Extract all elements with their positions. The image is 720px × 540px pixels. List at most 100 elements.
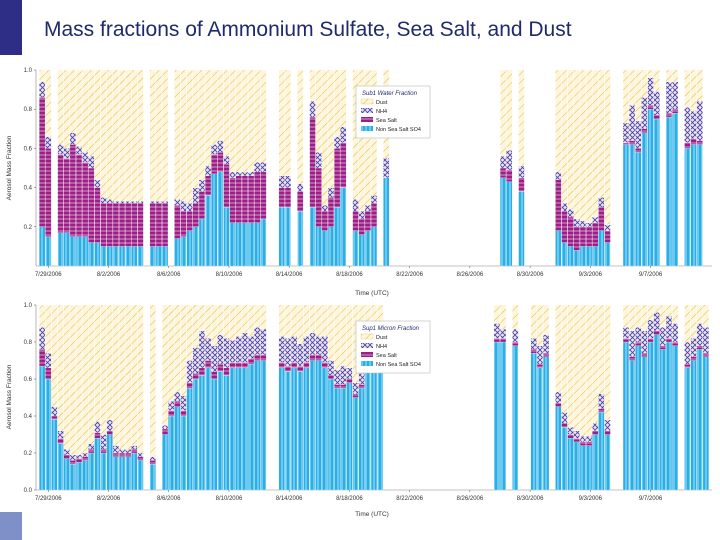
- bar-nh4: [567, 209, 574, 218]
- bar-nh4: [586, 222, 593, 227]
- bar-sea-salt: [118, 203, 126, 247]
- bar-nh4: [94, 179, 101, 188]
- bar-nss: [39, 365, 46, 491]
- bar-sea-salt: [131, 203, 138, 247]
- bar-dust: [530, 304, 537, 339]
- bar-nh4: [248, 336, 255, 359]
- y-tick-label: 0.6: [24, 377, 33, 383]
- bar-sea-salt: [186, 382, 193, 389]
- bar-sea-salt: [198, 367, 205, 376]
- bar-sea-salt: [647, 105, 654, 110]
- bar-nss: [297, 210, 304, 267]
- bar-nss: [370, 226, 378, 267]
- bar-dust: [51, 304, 58, 407]
- bar-dust: [229, 69, 236, 173]
- bar-nss: [598, 412, 605, 491]
- bar-nss: [690, 144, 697, 267]
- bar-dust: [211, 69, 218, 145]
- bar-dust: [690, 304, 697, 339]
- bar-dust: [235, 69, 242, 173]
- bar-dust: [45, 304, 52, 354]
- bar-nh4: [106, 419, 113, 431]
- bar-nss: [684, 367, 691, 491]
- bar-nss: [45, 378, 52, 491]
- bar-nss: [493, 341, 500, 491]
- bar-sea-salt: [291, 362, 298, 369]
- y-tick-label: 0.0: [24, 488, 33, 494]
- bar-nss: [254, 360, 261, 491]
- bar-nh4: [659, 327, 666, 346]
- bar-nh4: [334, 136, 341, 149]
- bar-nss: [131, 452, 138, 491]
- bar-sea-salt: [211, 154, 218, 175]
- bar-nh4: [321, 336, 328, 363]
- bar-sea-salt: [684, 364, 691, 369]
- bar-sea-salt: [641, 128, 648, 133]
- bar-nss: [696, 144, 703, 267]
- bar-nss: [82, 460, 89, 491]
- y-tick-label: 0.8: [24, 340, 33, 346]
- bar-dust: [235, 304, 242, 337]
- bar-dust: [579, 69, 586, 222]
- bar-nss: [241, 367, 248, 491]
- legend-title: Sup1 Micron Fraction: [362, 326, 420, 332]
- bar-dust: [112, 69, 119, 202]
- bar-nh4: [530, 338, 537, 350]
- bar-nh4: [149, 456, 156, 461]
- bar-nss: [186, 230, 193, 267]
- bar-sea-salt: [82, 456, 89, 461]
- bar-nss: [39, 226, 46, 267]
- bar-dust: [358, 69, 365, 212]
- bar-nh4: [57, 144, 64, 155]
- bar-nss: [684, 148, 691, 267]
- bar-nh4: [205, 338, 212, 361]
- bar-nss: [248, 222, 255, 267]
- bar-sea-salt: [205, 175, 212, 196]
- bar-dust: [149, 69, 156, 202]
- bar-nss: [137, 246, 144, 267]
- legend: Sub1 Water Fraction Dust NH4 Sea Salt No…: [355, 85, 431, 139]
- bar-nss: [358, 234, 365, 267]
- bar-nh4: [284, 338, 292, 367]
- bar-dust: [284, 304, 292, 339]
- bar-nss: [641, 132, 648, 267]
- bar-sea-salt: [94, 432, 101, 439]
- x-tick-label: 8/26/2006: [457, 496, 484, 502]
- bar-nh4: [180, 395, 187, 411]
- bar-sea-salt: [180, 410, 187, 417]
- bar-dust: [211, 304, 218, 346]
- bar-dust: [629, 69, 636, 106]
- bar-sea-salt: [659, 345, 666, 350]
- bar-nh4: [45, 136, 52, 149]
- bar-dust: [327, 69, 335, 188]
- bar-sea-salt: [112, 452, 119, 457]
- bar-nh4: [63, 449, 70, 455]
- bar-nss: [647, 109, 654, 267]
- bar-nh4: [186, 360, 193, 383]
- x-tick-label: 8/14/2006: [276, 496, 303, 502]
- bar-nss: [702, 356, 709, 491]
- bar-nh4: [573, 218, 580, 227]
- bar-dust: [131, 304, 138, 446]
- legend-label-sea-salt: Sea Salt: [376, 353, 397, 359]
- bar-sea-salt: [278, 187, 285, 208]
- x-tick-label: 8/30/2006: [517, 272, 544, 278]
- bar-nh4: [205, 165, 212, 176]
- bar-sea-salt: [315, 354, 322, 361]
- bar-sea-salt: [315, 167, 322, 227]
- bar-nss: [573, 250, 580, 267]
- bar-nss: [223, 207, 230, 267]
- bar-dust: [118, 304, 126, 450]
- bar-nss: [334, 388, 341, 491]
- bar-nss: [555, 230, 562, 267]
- bar-nh4: [260, 328, 267, 356]
- bar-nh4: [555, 171, 562, 180]
- bar-dust: [75, 304, 83, 455]
- bar-nh4: [63, 148, 70, 159]
- bar-dust: [260, 69, 267, 163]
- bar-nh4: [327, 360, 335, 376]
- bar-nss: [598, 230, 605, 267]
- bar-nh4: [309, 101, 316, 118]
- bar-dust: [622, 304, 630, 328]
- bar-dust: [684, 304, 691, 343]
